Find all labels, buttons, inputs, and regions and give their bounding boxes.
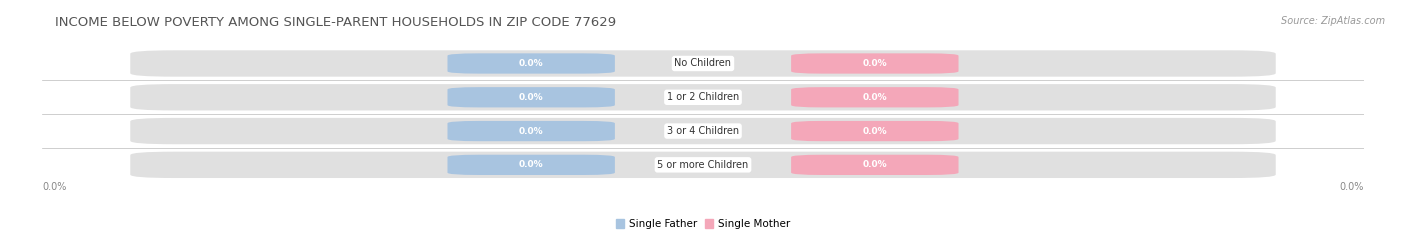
Text: 0.0%: 0.0% [1340,182,1364,192]
FancyBboxPatch shape [447,53,614,74]
FancyBboxPatch shape [131,118,1275,144]
Text: Source: ZipAtlas.com: Source: ZipAtlas.com [1281,16,1385,26]
Legend: Single Father, Single Mother: Single Father, Single Mother [612,215,794,233]
FancyBboxPatch shape [792,53,959,74]
Text: 0.0%: 0.0% [519,127,544,136]
Text: 3 or 4 Children: 3 or 4 Children [666,126,740,136]
Text: 0.0%: 0.0% [862,93,887,102]
FancyBboxPatch shape [447,155,614,175]
Text: No Children: No Children [675,58,731,69]
Text: 0.0%: 0.0% [519,160,544,169]
Text: 0.0%: 0.0% [42,182,66,192]
FancyBboxPatch shape [131,50,1275,77]
Text: 1 or 2 Children: 1 or 2 Children [666,92,740,102]
Text: 0.0%: 0.0% [519,93,544,102]
Text: 0.0%: 0.0% [862,160,887,169]
FancyBboxPatch shape [131,152,1275,178]
Text: INCOME BELOW POVERTY AMONG SINGLE-PARENT HOUSEHOLDS IN ZIP CODE 77629: INCOME BELOW POVERTY AMONG SINGLE-PARENT… [55,16,616,29]
FancyBboxPatch shape [447,87,614,107]
FancyBboxPatch shape [447,121,614,141]
FancyBboxPatch shape [131,84,1275,110]
FancyBboxPatch shape [792,155,959,175]
Text: 0.0%: 0.0% [862,59,887,68]
Text: 0.0%: 0.0% [862,127,887,136]
FancyBboxPatch shape [792,87,959,107]
Text: 0.0%: 0.0% [519,59,544,68]
Text: 5 or more Children: 5 or more Children [658,160,748,170]
FancyBboxPatch shape [792,121,959,141]
